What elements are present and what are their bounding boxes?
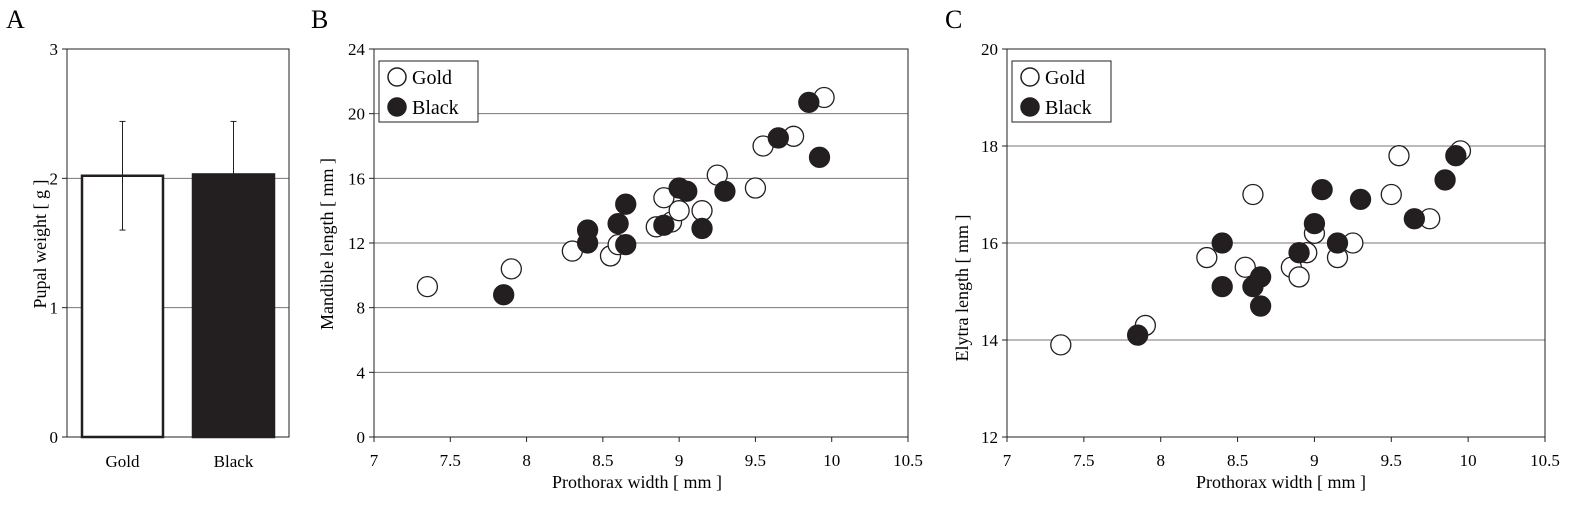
panel-b-point-black <box>493 284 515 306</box>
panel-a-category-label: Gold <box>106 452 141 471</box>
panel-c-y-tick-label: 12 <box>981 428 998 447</box>
panel-c-x-tick-label: 7.5 <box>1073 451 1094 470</box>
panel-a-y-tick-label: 2 <box>50 169 59 188</box>
panel-c-legend-marker-black <box>1020 97 1040 117</box>
panel-c-point-black <box>1445 145 1467 167</box>
panel-b-point-black <box>808 146 831 168</box>
panel-a-y-tick-label: 0 <box>50 428 59 447</box>
panel-c-legend-label-gold: Gold <box>1045 67 1085 89</box>
panel-c-point-black <box>1326 232 1349 254</box>
panel-c-legend-label-black: Black <box>1045 97 1092 119</box>
panel-c-point-black <box>1211 232 1233 254</box>
panel-a-y-axis-label: Pupal weight [ g ] <box>30 180 50 309</box>
panel-b-y-tick-label: 12 <box>348 234 365 253</box>
panel-c-x-tick-label: 10.5 <box>1530 451 1560 470</box>
panel-c-point-gold <box>1288 266 1310 288</box>
panel-b-x-tick-label: 8 <box>522 451 531 470</box>
panel-a-bar-chart: Pupal weight [ g ] 0 1 2 3 Gold Black <box>30 40 290 471</box>
panel-b-point-gold <box>653 187 675 209</box>
panel-b-point-black <box>615 233 637 256</box>
panel-b-legend-marker-gold <box>387 67 407 87</box>
panel-c-point-black <box>1311 178 1333 201</box>
panel-b-point-black <box>676 180 698 202</box>
panel-b-point-black <box>714 180 736 202</box>
panel-c-x-axis-label: Prothorax width [ mm ] <box>1196 472 1366 492</box>
panel-c-point-gold <box>1388 145 1410 167</box>
panel-c-scatter: Elytra length [ mm ] Prothorax width [ m… <box>952 40 1560 492</box>
panel-c-x-tick-label: 8.5 <box>1227 451 1248 470</box>
panel-c-legend-marker-gold <box>1020 67 1040 87</box>
panel-b-point-gold <box>744 177 767 199</box>
panel-c-x-tick-label: 10 <box>1460 451 1477 470</box>
panel-c-point-black <box>1349 188 1372 211</box>
panel-a-label: A <box>6 5 25 34</box>
panel-c-y-tick-label: 14 <box>981 331 999 350</box>
panel-b-y-tick-label: 16 <box>348 169 365 188</box>
panel-c-point-black <box>1288 242 1310 264</box>
panel-c-point-black <box>1434 169 1456 191</box>
panel-b-y-axis-label: Mandible length [ mm ] <box>317 158 337 330</box>
panel-c-y-axis-label: Elytra length [ mm ] <box>952 215 972 362</box>
panel-b-point-black <box>653 214 675 236</box>
panel-a-plot-frame <box>66 48 290 438</box>
panel-b-label: B <box>311 5 328 34</box>
panel-b-y-tick-label: 0 <box>357 428 366 447</box>
panel-b-legend-label-gold: Gold <box>412 67 452 89</box>
panel-c-point-black <box>1403 208 1425 230</box>
panel-c-y-tick-label: 16 <box>981 234 998 253</box>
panel-c-point-black <box>1249 266 1272 288</box>
panel-b-legend-label-black: Black <box>412 97 459 119</box>
panel-c-x-tick-label: 7 <box>1003 451 1012 470</box>
panel-c-point-black <box>1127 324 1149 346</box>
panel-b-x-axis-label: Prothorax width [ mm ] <box>552 472 722 492</box>
panel-b-point-black <box>691 217 713 240</box>
panel-c-point-gold <box>1234 256 1256 278</box>
panel-b-y-tick-label: 24 <box>348 40 366 59</box>
panel-b-y-tick-label: 8 <box>357 299 366 318</box>
panel-b-y-tick-label: 4 <box>357 363 366 382</box>
panel-b-point-black <box>798 91 820 113</box>
panel-b-point-black <box>767 127 789 149</box>
panel-b-x-tick-label: 7.5 <box>440 451 461 470</box>
panel-c-point-gold <box>1242 183 1264 206</box>
panel-b-x-tick-label: 9.5 <box>745 451 766 470</box>
panel-b-x-tick-label: 10 <box>823 451 840 470</box>
panel-b-scatter: Mandible length [ mm ] Prothorax width [… <box>317 40 923 492</box>
panel-b-point-black <box>607 212 629 235</box>
panel-b-point-gold <box>668 200 690 222</box>
panel-c-x-tick-label: 9.5 <box>1381 451 1402 470</box>
panel-c-point-black <box>1211 275 1233 298</box>
panel-a-y-tick-label: 3 <box>50 40 59 59</box>
panel-c-point-gold <box>1380 183 1402 206</box>
panel-c-plot-frame <box>1006 48 1546 438</box>
panel-b-point-gold <box>500 258 522 280</box>
panel-c-point-gold <box>1196 246 1218 269</box>
panel-b-y-tick-label: 20 <box>348 105 365 124</box>
panel-c-x-tick-label: 9 <box>1310 451 1319 470</box>
panel-a-y-tick-label: 1 <box>50 299 59 318</box>
panel-b-x-tick-label: 7 <box>370 451 379 470</box>
panel-a-category-label: Black <box>214 452 254 471</box>
panel-c-y-tick-label: 18 <box>981 137 998 156</box>
panel-b-plot-frame <box>373 48 909 438</box>
panel-b-x-tick-label: 8.5 <box>592 451 613 470</box>
panel-c-point-black <box>1303 212 1326 235</box>
panel-c-point-black <box>1249 295 1272 317</box>
panel-c-point-gold <box>1050 334 1072 356</box>
panel-c-x-tick-label: 8 <box>1156 451 1165 470</box>
panel-b-point-gold <box>416 275 439 298</box>
panel-b-point-black <box>615 193 637 215</box>
panel-c-label: C <box>945 5 962 34</box>
panel-b-x-tick-label: 10.5 <box>893 451 923 470</box>
panel-b-point-gold <box>691 200 713 222</box>
panel-b-x-tick-label: 9 <box>675 451 684 470</box>
panel-c-y-tick-label: 20 <box>981 40 998 59</box>
panel-b-point-black <box>576 219 599 241</box>
panel-b-legend-marker-black <box>387 97 407 117</box>
